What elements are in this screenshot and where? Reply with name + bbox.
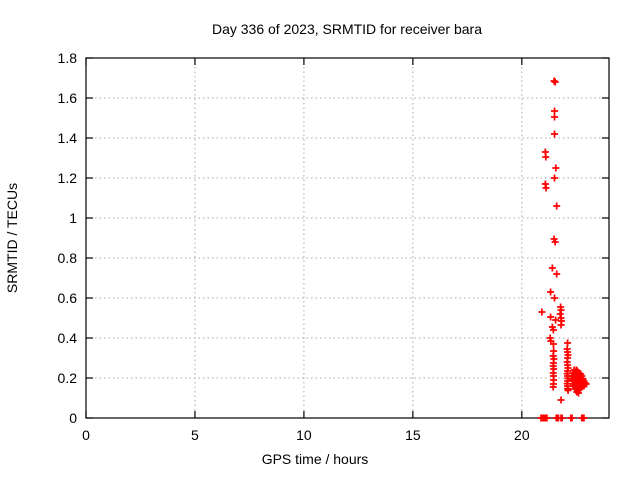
data-point-marker <box>551 130 559 138</box>
x-axis-label: GPS time / hours <box>262 451 369 467</box>
axis-ticks <box>85 57 609 419</box>
data-point-marker <box>564 339 572 347</box>
y-tick-label: 0 <box>69 410 77 426</box>
y-tick-label: 0.8 <box>58 250 78 266</box>
y-tick-label: 0.2 <box>58 370 78 386</box>
data-point-marker <box>547 313 555 321</box>
y-tick-label: 1.2 <box>58 170 78 186</box>
y-tick-label: 1 <box>69 210 77 226</box>
data-point-marker <box>568 414 576 422</box>
data-point-marker <box>551 238 559 246</box>
data-point-marker <box>580 414 588 422</box>
data-point-marker <box>553 270 561 278</box>
gridlines <box>86 58 609 418</box>
data-point-marker <box>558 414 566 422</box>
data-point-marker <box>551 294 559 302</box>
data-point-marker <box>557 321 565 329</box>
y-axis-label: SRMTID / TECUs <box>4 183 20 293</box>
data-point-marker <box>574 389 582 397</box>
data-point-marker <box>582 380 590 388</box>
data-point-marker <box>547 288 555 296</box>
data-point-marker <box>551 107 559 115</box>
data-point-marker <box>551 78 559 86</box>
data-point-marker <box>543 414 551 422</box>
data-point-marker <box>552 164 560 172</box>
x-tick-label: 20 <box>514 427 530 443</box>
data-point-marker <box>557 396 565 404</box>
data-point-marker <box>549 340 557 348</box>
data-point-marker <box>551 113 559 121</box>
x-tick-label: 10 <box>296 427 312 443</box>
data-point-marker <box>564 386 572 394</box>
data-points <box>537 77 590 422</box>
data-point-marker <box>550 77 558 85</box>
data-point-marker <box>548 264 556 272</box>
x-tick-label: 0 <box>82 427 90 443</box>
data-point-marker <box>552 316 560 324</box>
data-point-marker <box>551 174 559 182</box>
y-tick-label: 0.4 <box>58 330 78 346</box>
chart-title: Day 336 of 2023, SRMTID for receiver bar… <box>212 21 482 37</box>
data-point-marker <box>549 326 557 334</box>
data-point-marker <box>557 306 565 314</box>
tick-labels: 0 5 10 15 20 0 0.2 0.4 0.6 0.8 1 1.2 1.4 1.6 1.8 <box>58 50 530 443</box>
data-point-marker <box>542 153 550 161</box>
data-point-marker <box>553 202 561 210</box>
x-tick-label: 15 <box>405 427 421 443</box>
data-point-marker <box>556 310 564 318</box>
data-point-marker <box>542 184 550 192</box>
y-tick-label: 1.8 <box>58 50 78 66</box>
y-tick-label: 0.6 <box>58 290 78 306</box>
data-point-marker <box>581 379 589 387</box>
y-tick-label: 1.6 <box>58 90 78 106</box>
data-point-marker <box>538 308 546 316</box>
plot-border <box>85 57 610 419</box>
x-tick-label: 5 <box>191 427 199 443</box>
y-tick-label: 1.4 <box>58 130 78 146</box>
data-point-marker <box>549 383 557 391</box>
